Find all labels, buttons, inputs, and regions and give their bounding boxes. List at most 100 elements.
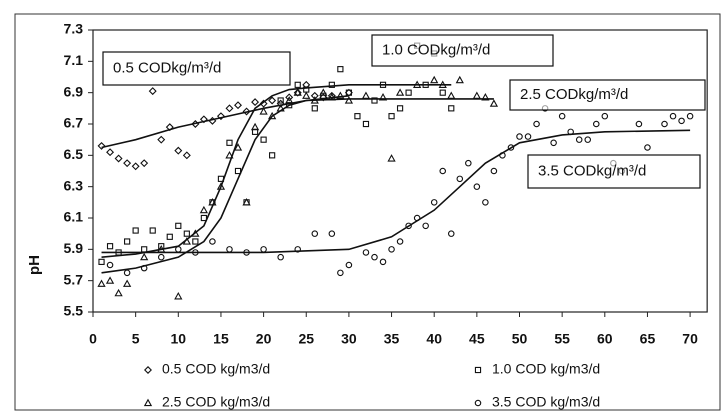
annotation-box: [509, 79, 706, 111]
x-tick-label: 20: [256, 331, 272, 347]
point: [250, 122, 260, 131]
point: [216, 182, 226, 190]
point: [294, 81, 301, 88]
point: [344, 96, 354, 104]
point: [456, 175, 464, 183]
point: [413, 80, 422, 88]
y-axis-label: pH: [26, 255, 43, 275]
point: [277, 253, 284, 261]
point: [233, 143, 243, 151]
point: [327, 91, 336, 100]
point: [395, 88, 405, 96]
point: [472, 91, 481, 99]
point: [337, 269, 344, 277]
point: [98, 258, 105, 265]
point: [319, 88, 328, 96]
point: [251, 98, 260, 107]
point: [97, 141, 106, 150]
legend-label: 3.5 COD kg/m3/d: [492, 394, 600, 410]
point: [208, 198, 217, 206]
point: [182, 151, 191, 160]
point: [644, 144, 651, 151]
y-tick-label: 6.9: [64, 83, 84, 99]
annotation: 0.5 CODkg/m³/d: [113, 59, 221, 76]
trend-line: [101, 84, 452, 258]
point: [234, 167, 242, 175]
x-tick-label: 15: [213, 331, 229, 347]
point: [182, 237, 191, 245]
point: [226, 246, 233, 253]
point: [438, 80, 447, 88]
point: [285, 96, 294, 104]
point: [277, 97, 284, 104]
point: [132, 227, 139, 234]
point: [507, 144, 515, 151]
point: [311, 230, 319, 237]
point: [345, 261, 353, 269]
point: [310, 91, 319, 100]
point: [327, 93, 336, 101]
point: [269, 152, 276, 159]
point: [260, 246, 267, 253]
point: [447, 91, 456, 99]
x-tick-label: 45: [469, 331, 485, 347]
point: [378, 93, 388, 101]
point: [345, 89, 353, 96]
point: [490, 167, 498, 175]
point: [371, 97, 378, 104]
point: [192, 238, 199, 245]
point: [115, 249, 122, 256]
point: [140, 252, 149, 261]
point: [268, 96, 277, 105]
point: [174, 292, 183, 300]
x-tick-label: 50: [512, 331, 528, 347]
point: [499, 152, 506, 159]
point: [678, 117, 685, 125]
point: [387, 154, 396, 162]
point: [635, 120, 643, 128]
x-tick-label: 65: [640, 331, 656, 347]
point: [174, 146, 183, 155]
annotation: 3.5 CODkg/m³/d: [538, 162, 646, 179]
trend-line: [101, 98, 494, 274]
y-tick-label: 5.9: [64, 240, 84, 256]
point: [208, 116, 217, 125]
point: [183, 230, 190, 237]
point: [447, 230, 455, 237]
point: [396, 105, 404, 112]
point: [192, 249, 199, 256]
point: [533, 120, 540, 128]
point: [524, 133, 532, 140]
point: [669, 112, 677, 120]
point: [157, 253, 165, 261]
point: [430, 199, 438, 206]
point: [242, 107, 251, 116]
legend-marker: [143, 398, 153, 407]
point: [575, 136, 583, 143]
x-tick-label: 0: [89, 331, 97, 347]
point: [550, 139, 557, 147]
point: [337, 66, 344, 73]
point: [294, 246, 301, 253]
annotation: 1.0 CODkg/m³/d: [382, 41, 490, 58]
point: [405, 222, 412, 230]
x-tick-label: 25: [298, 331, 314, 347]
point: [140, 159, 149, 168]
point: [267, 111, 277, 120]
point: [166, 233, 173, 240]
point: [165, 123, 174, 132]
point: [106, 261, 114, 269]
point: [354, 113, 361, 120]
point: [310, 96, 319, 104]
point: [259, 99, 268, 108]
point: [311, 105, 318, 112]
legend-marker: [474, 366, 482, 374]
frame: [14, 13, 721, 411]
point: [225, 104, 234, 113]
point: [405, 89, 412, 96]
point: [131, 162, 140, 171]
point: [199, 205, 209, 214]
y-tick-label: 6.1: [64, 209, 84, 225]
point: [200, 214, 208, 222]
